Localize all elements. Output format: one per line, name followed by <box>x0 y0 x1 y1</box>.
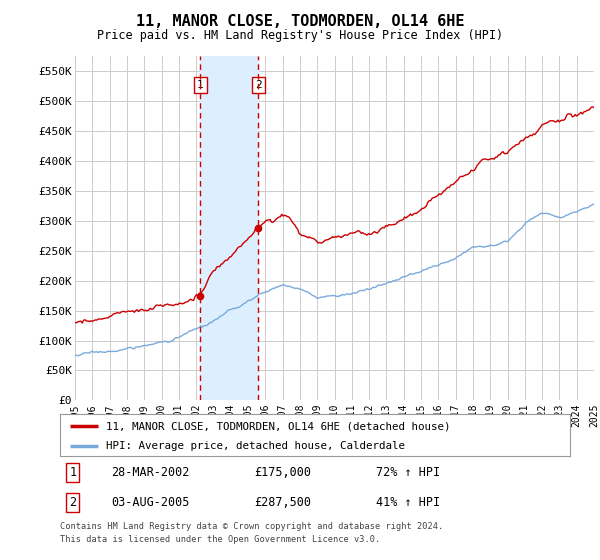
Bar <box>200 56 258 400</box>
Text: 2: 2 <box>69 496 76 509</box>
Text: 03-AUG-2005: 03-AUG-2005 <box>111 496 190 509</box>
Text: HPI: Average price, detached house, Calderdale: HPI: Average price, detached house, Cald… <box>106 441 405 451</box>
Text: £175,000: £175,000 <box>254 465 311 479</box>
Text: 11, MANOR CLOSE, TODMORDEN, OL14 6HE: 11, MANOR CLOSE, TODMORDEN, OL14 6HE <box>136 14 464 29</box>
Text: 72% ↑ HPI: 72% ↑ HPI <box>376 465 440 479</box>
Text: 28-MAR-2002: 28-MAR-2002 <box>111 465 190 479</box>
Text: 11, MANOR CLOSE, TODMORDEN, OL14 6HE (detached house): 11, MANOR CLOSE, TODMORDEN, OL14 6HE (de… <box>106 421 451 431</box>
Text: 1: 1 <box>69 465 76 479</box>
Text: 1: 1 <box>197 80 203 90</box>
Text: £287,500: £287,500 <box>254 496 311 509</box>
Text: 2: 2 <box>254 80 262 90</box>
Text: Price paid vs. HM Land Registry's House Price Index (HPI): Price paid vs. HM Land Registry's House … <box>97 29 503 42</box>
Text: 41% ↑ HPI: 41% ↑ HPI <box>376 496 440 509</box>
Text: Contains HM Land Registry data © Crown copyright and database right 2024.: Contains HM Land Registry data © Crown c… <box>60 522 443 531</box>
Text: This data is licensed under the Open Government Licence v3.0.: This data is licensed under the Open Gov… <box>60 535 380 544</box>
